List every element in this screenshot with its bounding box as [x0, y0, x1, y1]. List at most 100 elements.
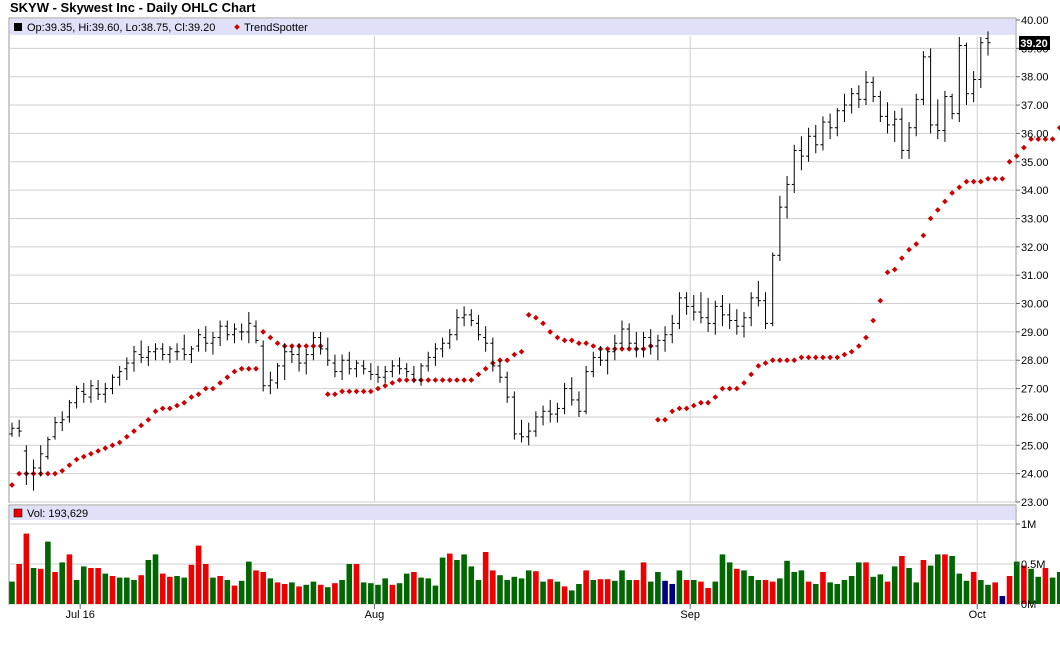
trendspotter-point	[741, 380, 747, 386]
volume-bar	[870, 576, 876, 604]
trendspotter-point	[683, 405, 690, 412]
ohlc-bar	[877, 90, 883, 123]
ohlc-bar	[361, 360, 367, 375]
ohlc-bar	[16, 419, 22, 437]
trendspotter-point	[1049, 136, 1056, 142]
ohlc-bar	[260, 340, 266, 392]
x-tick-label: Oct	[969, 609, 986, 621]
ohlc-bar	[684, 292, 690, 315]
trendspotter-point	[583, 340, 589, 347]
ohlc-bar	[217, 320, 223, 347]
price-vertical-gridlines	[373, 36, 978, 502]
ohlc-bar	[827, 113, 833, 140]
volume-bar	[791, 572, 798, 604]
volume-bar	[332, 583, 338, 604]
price-tick-label: 37.00	[1021, 100, 1049, 112]
ohlc-bar	[181, 334, 187, 361]
ohlc-bar	[583, 365, 589, 415]
trendspotter-point	[590, 343, 597, 349]
ohlc-bar	[346, 351, 352, 375]
price-tick-label: 33.00	[1021, 213, 1049, 225]
ohlc-bar	[267, 371, 273, 395]
volume-bar	[9, 581, 15, 604]
trendspotter-point	[733, 385, 740, 392]
volume-bar	[16, 564, 22, 604]
volume-legend-band	[10, 506, 1015, 520]
trendspotter-point	[167, 405, 173, 412]
volume-bar	[490, 570, 496, 604]
ohlc-bar	[892, 110, 898, 142]
trendspotter-legend-swatch	[234, 24, 240, 30]
volume-bar	[992, 582, 998, 604]
trendspotter-point	[669, 408, 676, 415]
trendspotter-point	[748, 371, 755, 378]
volume-bar	[368, 583, 374, 604]
ohlc-bar	[411, 365, 417, 383]
ohlc-bar	[870, 76, 876, 103]
ohlc-bar	[425, 351, 431, 372]
ohlc-bar	[203, 326, 209, 352]
trendspotter-point	[655, 416, 661, 423]
trendspotter-point	[554, 334, 561, 341]
volume-bar	[820, 572, 826, 604]
trendspotter-point	[389, 380, 396, 386]
trendspotter-point	[920, 232, 927, 239]
volume-bar	[167, 576, 173, 604]
trendspotter-point	[1021, 144, 1027, 151]
trendspotter-point	[123, 433, 130, 440]
trendspotter-point	[439, 377, 446, 383]
volume-bar	[640, 562, 647, 604]
ohlc-bar	[612, 334, 618, 361]
ohlc-bar	[978, 37, 984, 89]
ohlc-bar	[777, 195, 783, 261]
trendspotter-point	[217, 380, 223, 386]
trendspotter-point	[784, 357, 790, 364]
volume-bar	[411, 572, 417, 604]
ohlc-bar	[662, 326, 668, 352]
ohlc-bar	[841, 93, 847, 123]
volume-bar	[389, 584, 396, 604]
volume-bar	[30, 568, 37, 604]
volume-tick-label: 1M	[1021, 519, 1036, 531]
trendspotter-point	[999, 175, 1006, 182]
volume-tick-label: 0M	[1021, 599, 1036, 611]
ohlc-bar	[497, 360, 503, 383]
volume-bar	[188, 564, 195, 604]
volume-bar	[37, 568, 44, 604]
volume-bar	[231, 585, 238, 604]
volume-bar	[612, 580, 618, 604]
ohlc-bar	[418, 363, 424, 386]
volume-bar	[655, 572, 661, 604]
ohlc-bar	[504, 371, 510, 403]
ohlc-bar	[447, 329, 453, 349]
volume-bar	[690, 580, 697, 604]
volume-bar	[353, 564, 360, 604]
trendspotter-point	[899, 255, 905, 261]
trendspotter-point	[934, 207, 941, 213]
volume-bar	[475, 580, 482, 604]
trendspotter-point	[977, 178, 984, 185]
ohlc-bar	[296, 343, 302, 372]
volume-bar	[425, 578, 432, 604]
x-tick-label: Sep	[680, 609, 700, 621]
volume-bar	[497, 575, 503, 604]
volume-bar	[66, 554, 73, 604]
ohlc-bar	[727, 303, 733, 330]
volume-bar	[626, 580, 632, 604]
volume-bar	[102, 573, 109, 604]
trendspotter-point	[942, 198, 948, 205]
trendspotter-point	[525, 312, 532, 318]
ohlc-bar	[734, 309, 740, 335]
volume-bar	[647, 581, 654, 604]
trendspotter-point	[568, 337, 575, 344]
price-tick-label: 28.00	[1021, 355, 1049, 367]
volume-bar	[375, 584, 381, 604]
ohlc-bar	[920, 51, 926, 106]
ohlc-bar	[569, 377, 575, 406]
trendspotter-point	[791, 357, 798, 364]
trendspotter-point	[1042, 136, 1049, 142]
ohlc-bar	[605, 348, 611, 375]
ohlc-bar	[748, 292, 754, 327]
ohlc-bar	[45, 436, 51, 460]
ohlc-bar	[655, 334, 661, 361]
